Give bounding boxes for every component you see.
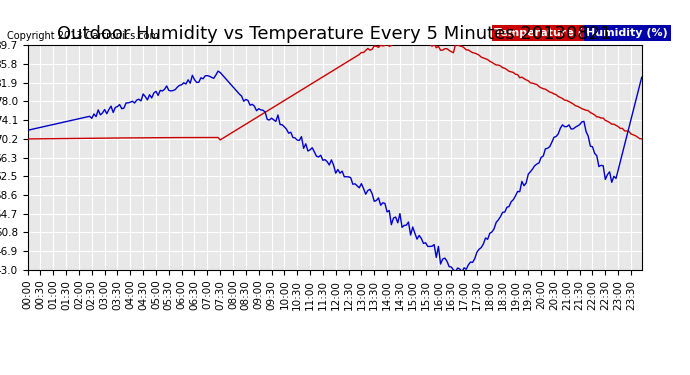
Text: Copyright 2013 Cartronics.com: Copyright 2013 Cartronics.com xyxy=(7,32,159,41)
Title: Outdoor Humidity vs Temperature Every 5 Minutes 20130821: Outdoor Humidity vs Temperature Every 5 … xyxy=(57,26,612,44)
Text: Humidity (%): Humidity (%) xyxy=(586,28,668,38)
Text: Temperature (°F): Temperature (°F) xyxy=(494,28,601,38)
